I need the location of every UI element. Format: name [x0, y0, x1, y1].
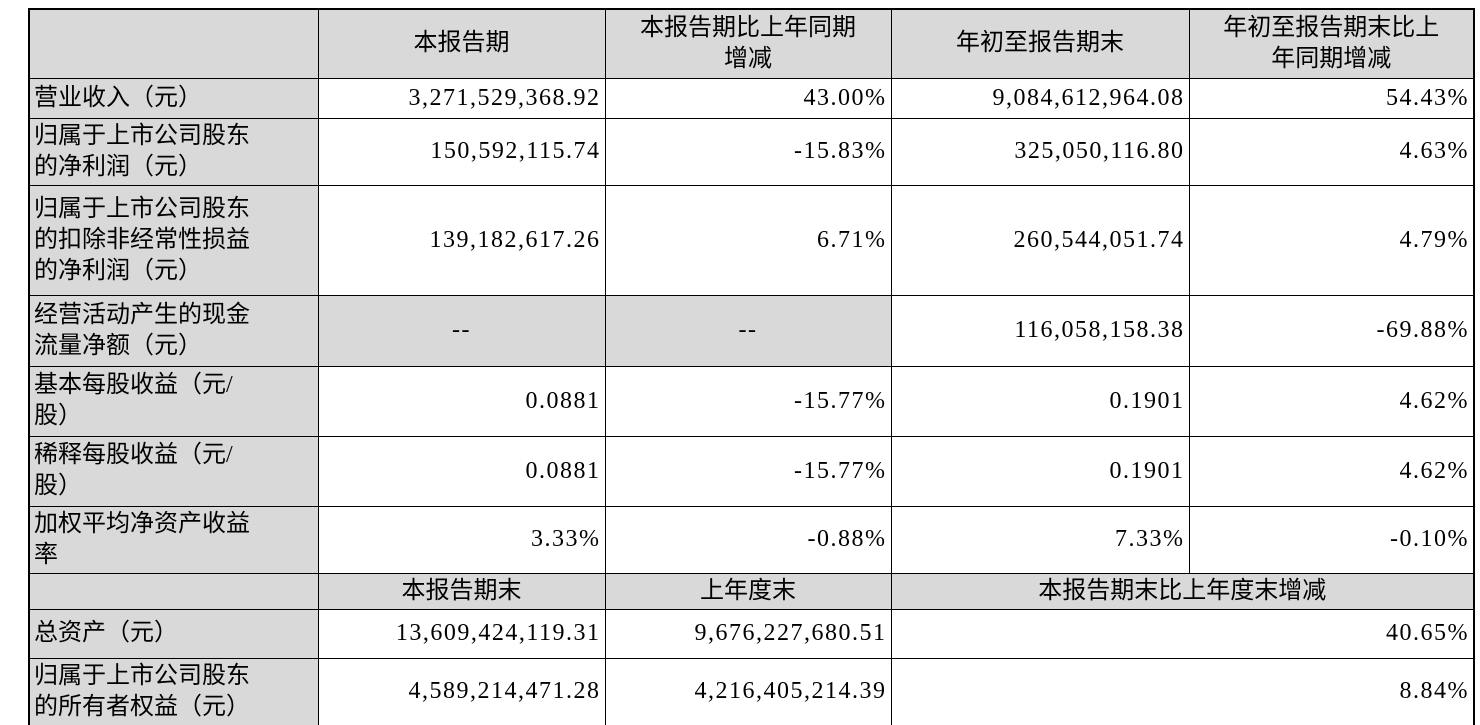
metric-value: 0.1901	[890, 435, 1190, 507]
metric-value: 8.84%	[890, 657, 1475, 725]
metric-value: 4,216,405,214.39	[604, 657, 892, 725]
header-period-end: 本报告期末	[317, 572, 606, 610]
metric-label: 经营活动产生的现金 流量净额（元）	[28, 294, 319, 367]
metric-value: -0.88%	[604, 505, 892, 574]
table-row: 总资产（元） 13,609,424,119.31 9,676,227,680.5…	[28, 608, 1475, 659]
header-yoy-change: 本报告期比上年同期 增减	[604, 8, 892, 79]
metric-value: 325,050,116.80	[890, 117, 1190, 186]
metric-value: 0.0881	[317, 365, 606, 437]
table-row: 基本每股收益（元/ 股） 0.0881 -15.77% 0.1901 4.62%	[28, 365, 1475, 437]
metric-value: 9,084,612,964.08	[890, 77, 1190, 119]
metric-value: 7.33%	[890, 505, 1190, 574]
metric-value: -0.10%	[1188, 505, 1475, 574]
metric-value: 13,609,424,119.31	[317, 608, 606, 659]
metric-value: 3,271,529,368.92	[317, 77, 606, 119]
metric-value: 0.1901	[890, 365, 1190, 437]
metric-value: 3.33%	[317, 505, 606, 574]
header-prior-year-end: 上年度末	[604, 572, 892, 610]
metric-label: 归属于上市公司股东 的所有者权益（元）	[28, 657, 319, 725]
metric-value: 4.62%	[1188, 365, 1475, 437]
metric-value: 260,544,051.74	[890, 184, 1190, 296]
metric-value: 4,589,214,471.28	[317, 657, 606, 725]
metric-value: -69.88%	[1188, 294, 1475, 367]
metric-value: 150,592,115.74	[317, 117, 606, 186]
metric-value-na: --	[604, 294, 892, 367]
header-row: 本报告期 本报告期比上年同期 增减 年初至报告期末 年初至报告期末比上 年同期增…	[28, 8, 1475, 79]
metric-label: 稀释每股收益（元/ 股）	[28, 435, 319, 507]
metric-value: -15.77%	[604, 365, 892, 437]
metric-value: 43.00%	[604, 77, 892, 119]
metric-value: 54.43%	[1188, 77, 1475, 119]
metric-label: 总资产（元）	[28, 608, 319, 659]
metric-value: 4.62%	[1188, 435, 1475, 507]
metric-value: 40.65%	[890, 608, 1475, 659]
metric-value: -15.77%	[604, 435, 892, 507]
header-ytd: 年初至报告期末	[890, 8, 1190, 79]
metric-value-na: --	[317, 294, 606, 367]
header-change-vs-prior-year-end: 本报告期末比上年度末增减	[890, 572, 1475, 610]
metric-value: 9,676,227,680.51	[604, 608, 892, 659]
table-row: 归属于上市公司股东 的净利润（元） 150,592,115.74 -15.83%…	[28, 117, 1475, 186]
metric-value: 6.71%	[604, 184, 892, 296]
header-ytd-yoy-change: 年初至报告期末比上 年同期增减	[1188, 8, 1475, 79]
table-row: 归属于上市公司股东 的扣除非经常性损益 的净利润（元） 139,182,617.…	[28, 184, 1475, 296]
table-row: 经营活动产生的现金 流量净额（元） -- -- 116,058,158.38 -…	[28, 294, 1475, 367]
table-row: 营业收入（元） 3,271,529,368.92 43.00% 9,084,61…	[28, 77, 1475, 119]
metric-label: 营业收入（元）	[28, 77, 319, 119]
header-empty-cell	[28, 8, 319, 79]
metric-value: 139,182,617.26	[317, 184, 606, 296]
metric-label: 加权平均净资产收益 率	[28, 505, 319, 574]
metric-label: 归属于上市公司股东 的扣除非经常性损益 的净利润（元）	[28, 184, 319, 296]
metric-value: 0.0881	[317, 435, 606, 507]
header-current-period: 本报告期	[317, 8, 606, 79]
section-header-empty-cell	[28, 572, 319, 610]
metric-value: 4.79%	[1188, 184, 1475, 296]
section-header-row: 本报告期末 上年度末 本报告期末比上年度末增减	[28, 572, 1475, 610]
metric-label: 归属于上市公司股东 的净利润（元）	[28, 117, 319, 186]
metric-value: 116,058,158.38	[890, 294, 1190, 367]
metric-label: 基本每股收益（元/ 股）	[28, 365, 319, 437]
table-row: 稀释每股收益（元/ 股） 0.0881 -15.77% 0.1901 4.62%	[28, 435, 1475, 507]
metric-value: 4.63%	[1188, 117, 1475, 186]
financial-summary-table: 本报告期 本报告期比上年同期 增减 年初至报告期末 年初至报告期末比上 年同期增…	[28, 8, 1475, 725]
metric-value: -15.83%	[604, 117, 892, 186]
table-row: 加权平均净资产收益 率 3.33% -0.88% 7.33% -0.10%	[28, 505, 1475, 574]
table-row: 归属于上市公司股东 的所有者权益（元） 4,589,214,471.28 4,2…	[28, 657, 1475, 725]
